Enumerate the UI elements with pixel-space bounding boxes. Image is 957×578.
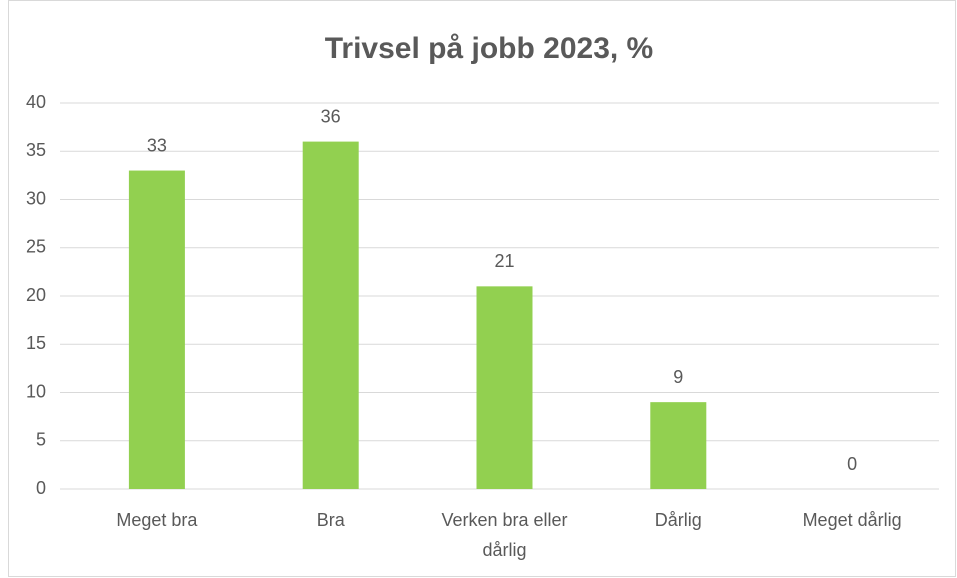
bar xyxy=(476,286,533,489)
bar xyxy=(650,402,707,489)
y-tick-label: 10 xyxy=(26,381,46,401)
data-label: 0 xyxy=(847,454,857,474)
x-tick-label: Meget bra xyxy=(116,510,198,530)
x-tick-label: Bra xyxy=(317,510,346,530)
y-tick-label: 30 xyxy=(26,188,46,208)
chart-title: Trivsel på jobb 2023, % xyxy=(325,32,653,65)
x-tick-label: Meget dårlig xyxy=(803,510,902,530)
bar xyxy=(128,170,185,490)
bar xyxy=(302,141,359,489)
y-tick-label: 25 xyxy=(26,237,46,257)
x-tick-label: Dårlig xyxy=(655,510,702,530)
y-tick-label: 0 xyxy=(36,478,46,498)
data-label: 33 xyxy=(147,135,167,155)
y-tick-label: 35 xyxy=(26,140,46,160)
data-label: 21 xyxy=(494,251,514,271)
y-tick-label: 15 xyxy=(26,333,46,353)
data-label: 36 xyxy=(321,106,341,126)
y-tick-label: 40 xyxy=(26,92,46,112)
y-tick-label: 20 xyxy=(26,285,46,305)
y-tick-label: 5 xyxy=(36,430,46,450)
x-tick-label: Verken bra eller dårlig xyxy=(441,510,567,560)
data-label: 9 xyxy=(673,367,683,387)
